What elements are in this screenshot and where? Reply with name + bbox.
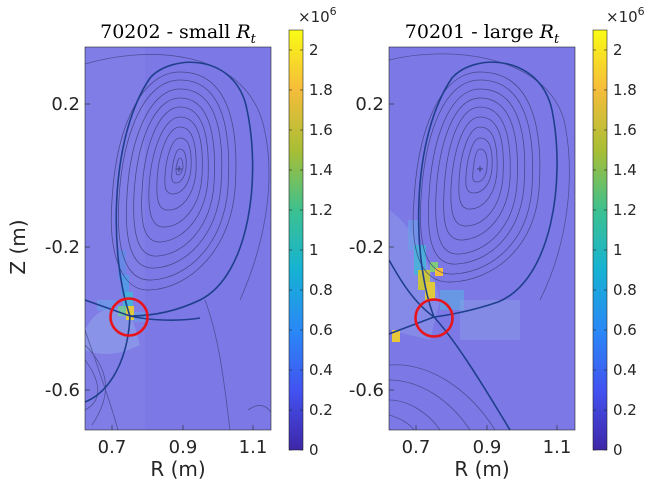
panel-left: 70202 - small Rt [6, 5, 337, 481]
panel-right-colorbar-tick-label: 1 [613, 241, 623, 259]
panel-right-x-point-circle [414, 298, 454, 338]
panel-left-colorbar: ×106 0 0.2 0.4 0.6 0.8 1 1.2 1.4 1.6 1.8 2 [288, 5, 337, 459]
panel-left-colorbar-tick-label: 1.6 [309, 121, 333, 139]
panel-left-colorbar-tick-label: 0.2 [309, 401, 333, 419]
panel-left-ylabel: Z (m) [6, 219, 30, 274]
panel-left-colorbar-tick-label: 0.6 [309, 321, 333, 339]
panel-right-colorbar-tick-label: 0 [613, 441, 623, 459]
panel-right-xlabel: R (m) [454, 457, 509, 481]
panel-left-axes-box [84, 46, 272, 431]
panel-left-ytick-1: -0.2 [45, 237, 80, 258]
panel-left-colorbar-tick-label: 0.4 [309, 361, 333, 379]
panel-left-colorbar-tick-label: 0.8 [309, 281, 333, 299]
panel-left-plot-area [85, 47, 271, 430]
panel-right: 70201 - large Rt [349, 5, 645, 481]
panel-left-xlabel: R (m) [150, 457, 205, 481]
panel-right-axes-box [388, 46, 576, 431]
panel-right-title: 70201 - large Rt [405, 21, 560, 47]
panel-left-ytick-2: -0.6 [45, 380, 80, 401]
panel-right-y-ticks: 0.2 -0.2 -0.6 [349, 94, 394, 401]
panel-left-y-ticks: 0.2 -0.2 -0.6 [45, 94, 90, 401]
panel-right-colorbar-exponent: ×106 [606, 5, 645, 26]
panel-left-ytick-0: 0.2 [51, 94, 80, 115]
panel-left-xtick-0: 0.7 [98, 437, 127, 458]
panel-left-x-point-circle [109, 297, 149, 337]
panel-right-separatrix [389, 61, 558, 430]
panel-left-title: 70202 - small Rt [100, 21, 257, 47]
panel-right-x-ticks: 0.7 0.9 1.1 [402, 425, 572, 458]
panel-right-colorbar-tick-label: 1.8 [613, 81, 637, 99]
panel-left-xtick-1: 0.9 [169, 437, 198, 458]
panel-left-x-ticks: 0.7 0.9 1.1 [98, 425, 268, 458]
panel-right-colorbar-tick-label: 1.6 [613, 121, 637, 139]
panel-right-ytick-1: -0.2 [349, 237, 384, 258]
panel-right-xtick-0: 0.7 [402, 437, 431, 458]
panel-right-ytick-2: -0.6 [349, 380, 384, 401]
panel-left-colorbar-exponent: ×106 [298, 5, 337, 26]
panel-left-colorbar-tick-label: 2 [309, 41, 319, 59]
panel-left-separatrix [85, 61, 254, 403]
panel-left-xtick-2: 1.1 [239, 437, 268, 458]
panel-right-colorbar-tick-label: 2 [613, 41, 623, 59]
panel-left-magnetic-axis [176, 166, 182, 172]
panel-right-colorbar-tick-label: 1.4 [613, 161, 637, 179]
panel-right-xtick-1: 0.9 [473, 437, 502, 458]
panel-right-colorbar: ×106 0 0.2 0.4 0.6 0.8 1 1.2 1.4 1.6 1.8 2 [592, 5, 645, 459]
panel-right-colorbar-tick-label: 0.6 [613, 321, 637, 339]
panel-left-colorbar-tick-label: 1 [309, 241, 319, 259]
panel-right-colorbar-tick-label: 0.4 [613, 361, 637, 379]
panel-right-flux-contours [412, 71, 541, 283]
panel-right-colorbar-tick-label: 1.2 [613, 201, 637, 219]
panel-left-colorbar-tick-label: 1.8 [309, 81, 333, 99]
panel-right-colorbar-tick-label: 0.2 [613, 401, 637, 419]
panel-right-colorbar-tick-label: 0.8 [613, 281, 637, 299]
panel-left-colorbar-tick-label: 0 [309, 441, 319, 459]
panel-left-colorbar-tick-label: 1.2 [309, 201, 333, 219]
panel-right-plot-area [389, 47, 575, 430]
panel-left-flux-contours [110, 71, 237, 291]
panel-right-xtick-2: 1.1 [543, 437, 572, 458]
panel-right-ytick-0: 0.2 [355, 94, 384, 115]
panel-left-colorbar-tick-label: 1.4 [309, 161, 333, 179]
panel-right-magnetic-axis [477, 166, 483, 172]
